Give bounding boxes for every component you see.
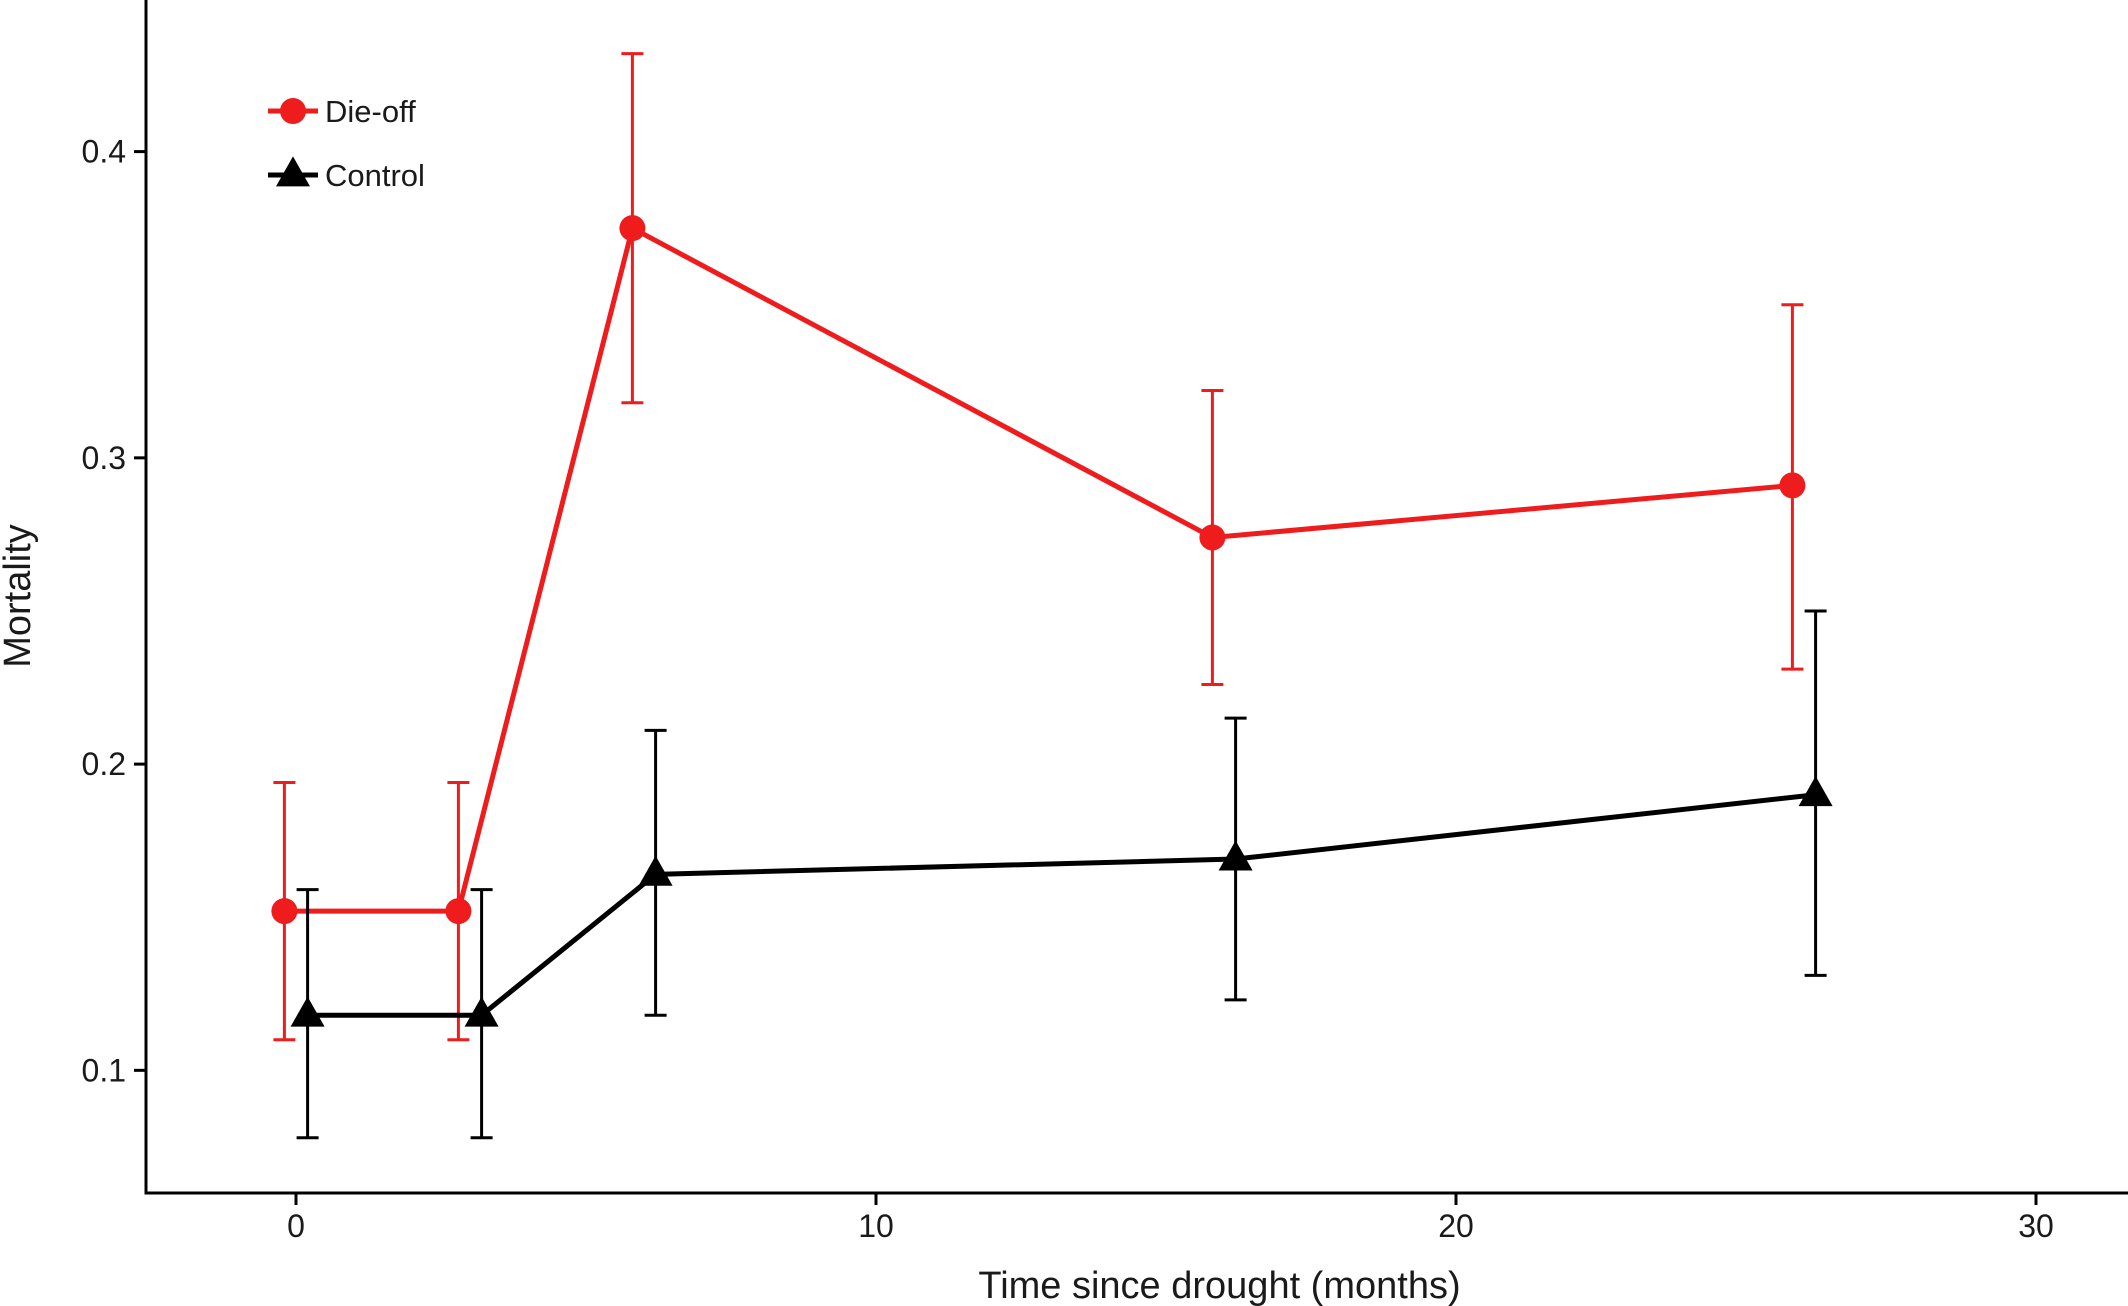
control-point [638,855,673,886]
x-axis-title: Time since drought (months) [978,1265,1460,1306]
legend-item-die-off: Die-off [268,94,416,129]
control-point [290,996,325,1027]
y-axis-title: Mortality [0,524,39,668]
y-tick-label: 0.3 [82,440,126,476]
series-die-off [271,52,1806,1042]
x-tick-label: 30 [2018,1208,2054,1244]
die-off-line [284,225,1793,914]
die-off-point [1199,524,1226,551]
legend-marker-control [276,156,310,187]
x-tick-label: 0 [287,1208,305,1244]
y-tick-label: 0.2 [82,746,126,782]
legend-item-control: Control [268,156,425,193]
die-off-point [1779,472,1806,499]
y-tick-label: 0.4 [82,134,126,170]
control-line [307,792,1816,1018]
control-point [1798,776,1833,807]
x-tick-label: 20 [1438,1208,1474,1244]
series-group [271,52,1833,1140]
legend-label-control: Control [325,158,425,193]
y-tick-label: 0.1 [82,1052,126,1088]
die-off-point [445,898,472,925]
legend: Die-off Control [268,94,425,193]
die-off-point [619,215,646,242]
die-off-point [271,898,298,925]
control-point [1218,840,1253,871]
axes: 0 10 20 30 0.1 0.2 0.3 0.4 [82,0,2128,1244]
series-control [290,609,1833,1140]
legend-marker-die-off [280,98,306,124]
legend-label-die-off: Die-off [325,94,416,129]
control-point [464,996,499,1027]
x-tick-label: 10 [858,1208,894,1244]
